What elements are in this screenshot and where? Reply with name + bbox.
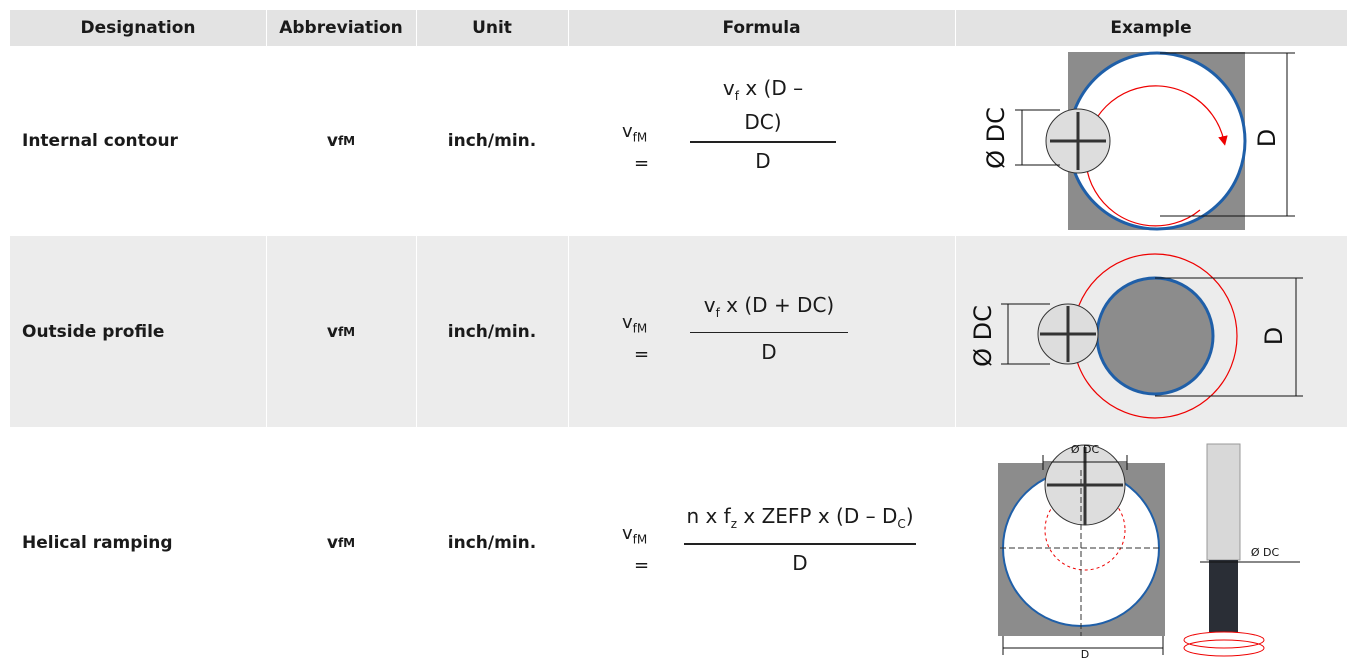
dim-label: Ø DC [982,107,1010,169]
header-cell: Abbreviation [279,18,403,38]
text: x (D – [738,76,804,100]
example-internal: Ø DC D [982,51,1295,231]
column-divider [568,10,569,659]
dim-label: Ø DC [969,305,997,367]
fraction-bar [690,141,836,143]
subscript: z [730,517,738,531]
text: v [722,76,735,100]
dim-label: Ø DC [1071,443,1100,456]
subscript: fM [632,532,648,547]
formula-denominator: D [755,149,771,173]
fraction-bar [690,331,848,333]
formula-equals: = [634,555,650,576]
designation: Internal contour [22,131,178,151]
text: v [326,321,338,342]
example-outside: Ø DC D [969,253,1303,419]
header-bg [10,10,1347,46]
subscript: fM [337,134,356,148]
fraction-bar [684,543,916,545]
header-cell: Example [1110,18,1192,38]
abbreviation: v fM [266,427,416,659]
subscript: fM [632,321,648,336]
formula-equals: = [634,343,650,365]
formula-numerator: n x fz x ZEFP x (D – DC) [684,503,916,537]
text: DC) [744,110,782,134]
text: v [622,121,633,142]
formula-numerator: vf x (D + DC) [690,292,848,326]
text: x ZEFP x (D – D [737,504,898,528]
text: n x f [686,504,731,528]
column-divider [266,10,267,659]
example-helical: Ø DC Ø DC D [998,443,1300,659]
text: ) [905,504,914,528]
text: v [622,523,633,544]
designation: Helical ramping [22,533,173,553]
abbreviation: v fM [266,46,416,236]
designation: Outside profile [22,321,165,342]
formula-numerator: vf x (D – DC) [690,75,836,135]
formula-lhs: vfM [622,312,647,336]
formula-equals: = [634,153,650,174]
header-cell: Unit [472,18,512,38]
formula-lhs: vfM [622,523,647,547]
column-divider [416,10,417,659]
formula-lhs: vfM [622,121,647,145]
dim-label: D [1253,129,1281,147]
formula-denominator: D [761,339,777,364]
text: v [622,311,633,333]
dim-label: D [1260,327,1288,345]
text: v [703,292,716,317]
subscript: f [715,305,720,320]
header-cell: Designation [80,18,196,38]
header-cell: Formula [722,18,801,38]
unit: inch/min. [447,131,537,151]
dim-label: Ø DC [1251,546,1280,559]
text: v [326,131,338,151]
abbreviation: v fM [266,236,416,427]
unit: inch/min. [447,533,537,553]
subscript: fM [337,536,356,550]
subscript: C [897,517,906,531]
subscript: fM [632,130,648,145]
unit: inch/min. [447,321,537,342]
text: x (D + DC) [719,292,835,317]
formula-denominator: D [792,551,808,575]
subscript: f [734,89,739,103]
dim-label: D [1081,648,1089,659]
column-divider [955,10,956,659]
subscript: fM [337,324,356,339]
text: v [326,533,338,553]
